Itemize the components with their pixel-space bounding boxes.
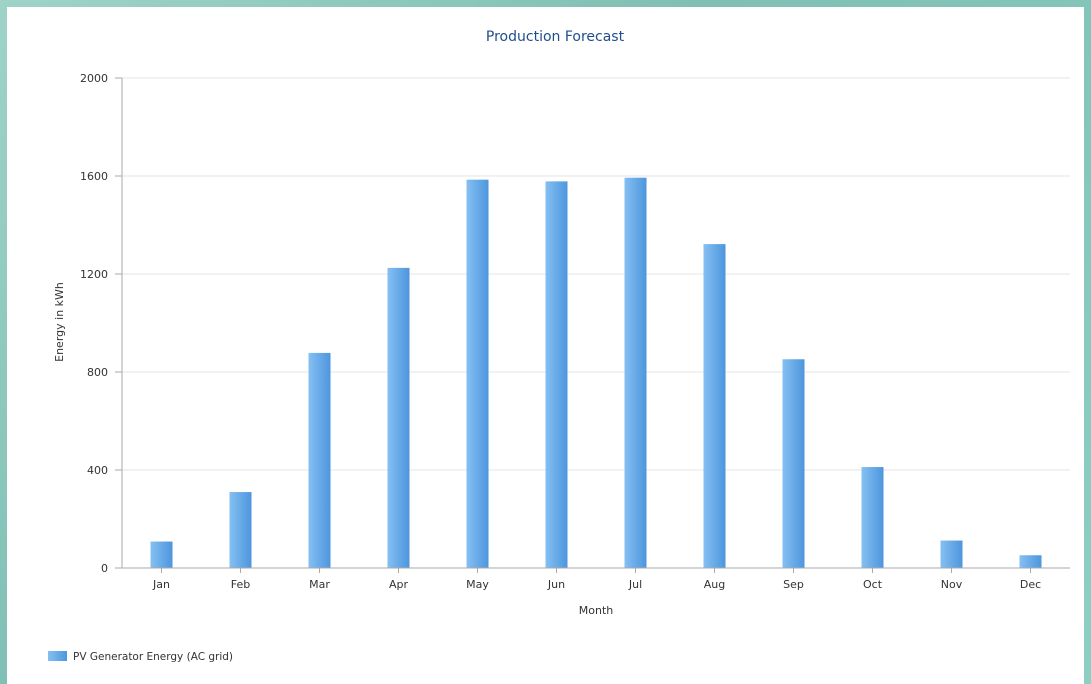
legend-label: PV Generator Energy (AC grid)	[73, 651, 233, 663]
y-tick-label: 1200	[80, 268, 108, 281]
bar-dec	[1019, 555, 1042, 568]
bar-may	[466, 179, 489, 569]
y-tick-label: 2000	[80, 72, 108, 85]
bar-sep	[782, 359, 805, 568]
y-tick-label: 1600	[80, 170, 108, 183]
axes	[121, 78, 1070, 573]
bar-oct	[861, 467, 884, 568]
chart-title: Production Forecast	[486, 29, 625, 45]
x-tick-label: Jun	[547, 578, 565, 591]
x-tick-label: Apr	[389, 578, 409, 591]
bar-nov	[940, 540, 963, 568]
x-tick-label: Sep	[783, 578, 804, 591]
bar-aug	[703, 244, 726, 569]
legend-swatch	[48, 651, 67, 661]
bar-feb	[229, 492, 252, 568]
bar-jul	[624, 177, 647, 568]
x-tick-label: Dec	[1020, 578, 1041, 591]
bars	[150, 177, 1042, 569]
x-tick-label: Feb	[231, 578, 250, 591]
bar-apr	[387, 267, 410, 568]
x-tick-label: Nov	[941, 578, 963, 591]
x-tick-label: Oct	[863, 578, 883, 591]
x-tick-labels: Jan Feb Mar Apr May Jun Jul Aug Sep Oct Nov Dec	[152, 578, 1041, 591]
x-tick-label: Jul	[628, 578, 642, 591]
y-tick-label: 0	[101, 562, 108, 575]
y-tick-label: 800	[87, 366, 108, 379]
x-axis-label: Month	[579, 604, 614, 617]
x-tick-label: Jan	[152, 578, 170, 591]
bar-mar	[308, 352, 331, 568]
grid-lines	[115, 77, 1070, 569]
legend: PV Generator Energy (AC grid)	[48, 651, 233, 663]
y-axis-label: Energy in kWh	[53, 282, 66, 362]
x-tick-label: Aug	[704, 578, 725, 591]
x-tick-label: May	[466, 578, 489, 591]
y-tick-label: 400	[87, 464, 108, 477]
bar-jan	[150, 541, 173, 568]
y-tick-labels: 0 400 800 1200 1600 2000	[80, 72, 108, 575]
x-tick-label: Mar	[309, 578, 330, 591]
bar-jun	[545, 181, 568, 568]
